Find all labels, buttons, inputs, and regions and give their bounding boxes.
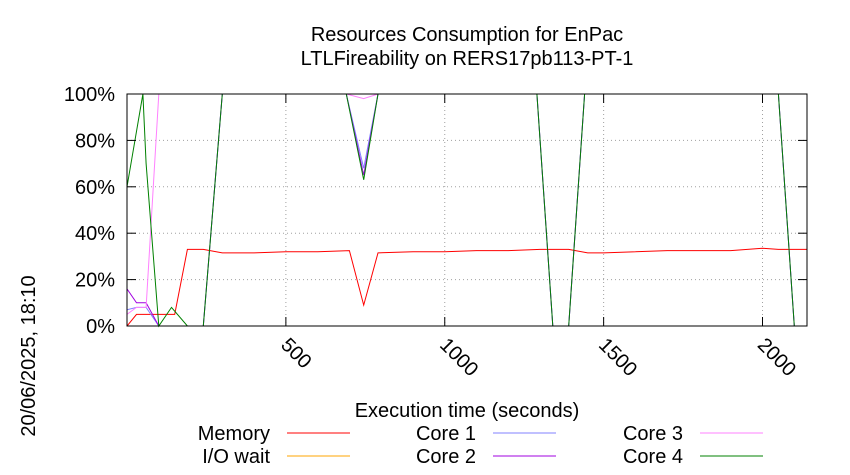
legend-label: Core 4 (623, 446, 683, 468)
series-line-core-4 (126, 93, 807, 328)
legend-label: I/O wait (202, 446, 270, 468)
y-tick-label: 40% (75, 223, 115, 245)
y-tick-label: 0% (86, 316, 115, 338)
timestamp-label: 20/06/2025, 18:10 (18, 275, 40, 436)
y-tick-label: 80% (75, 130, 115, 152)
chart-subtitle: LTLFireability on RERS17pb113-PT-1 (301, 48, 634, 70)
x-tick-label: 1500 (594, 334, 641, 381)
y-axis-ticks: 0% 20% 40% 60% 80% 100% (64, 84, 807, 338)
series-lines (126, 93, 807, 328)
series-line-core-1 (126, 93, 807, 327)
x-tick-label: 1000 (435, 334, 482, 381)
y-tick-label: 20% (75, 270, 115, 292)
x-tick-label: 2000 (753, 334, 800, 381)
chart-title: Resources Consumption for EnPac (311, 24, 623, 46)
plot-frame (126, 93, 808, 327)
series-line-core-2 (126, 93, 807, 327)
y-tick-label: 60% (75, 177, 115, 199)
legend-label: Core 1 (416, 423, 476, 445)
series-line-core-3 (126, 93, 807, 315)
x-axis-label: Execution time (seconds) (355, 400, 580, 422)
y-tick-label: 100% (64, 84, 115, 106)
legend-label: Core 2 (416, 446, 476, 468)
grid (127, 94, 807, 326)
series-line-memory (126, 247, 807, 327)
legend-label: Memory (198, 423, 270, 445)
legend-label: Core 3 (623, 423, 683, 445)
x-tick-label: 500 (276, 334, 315, 373)
